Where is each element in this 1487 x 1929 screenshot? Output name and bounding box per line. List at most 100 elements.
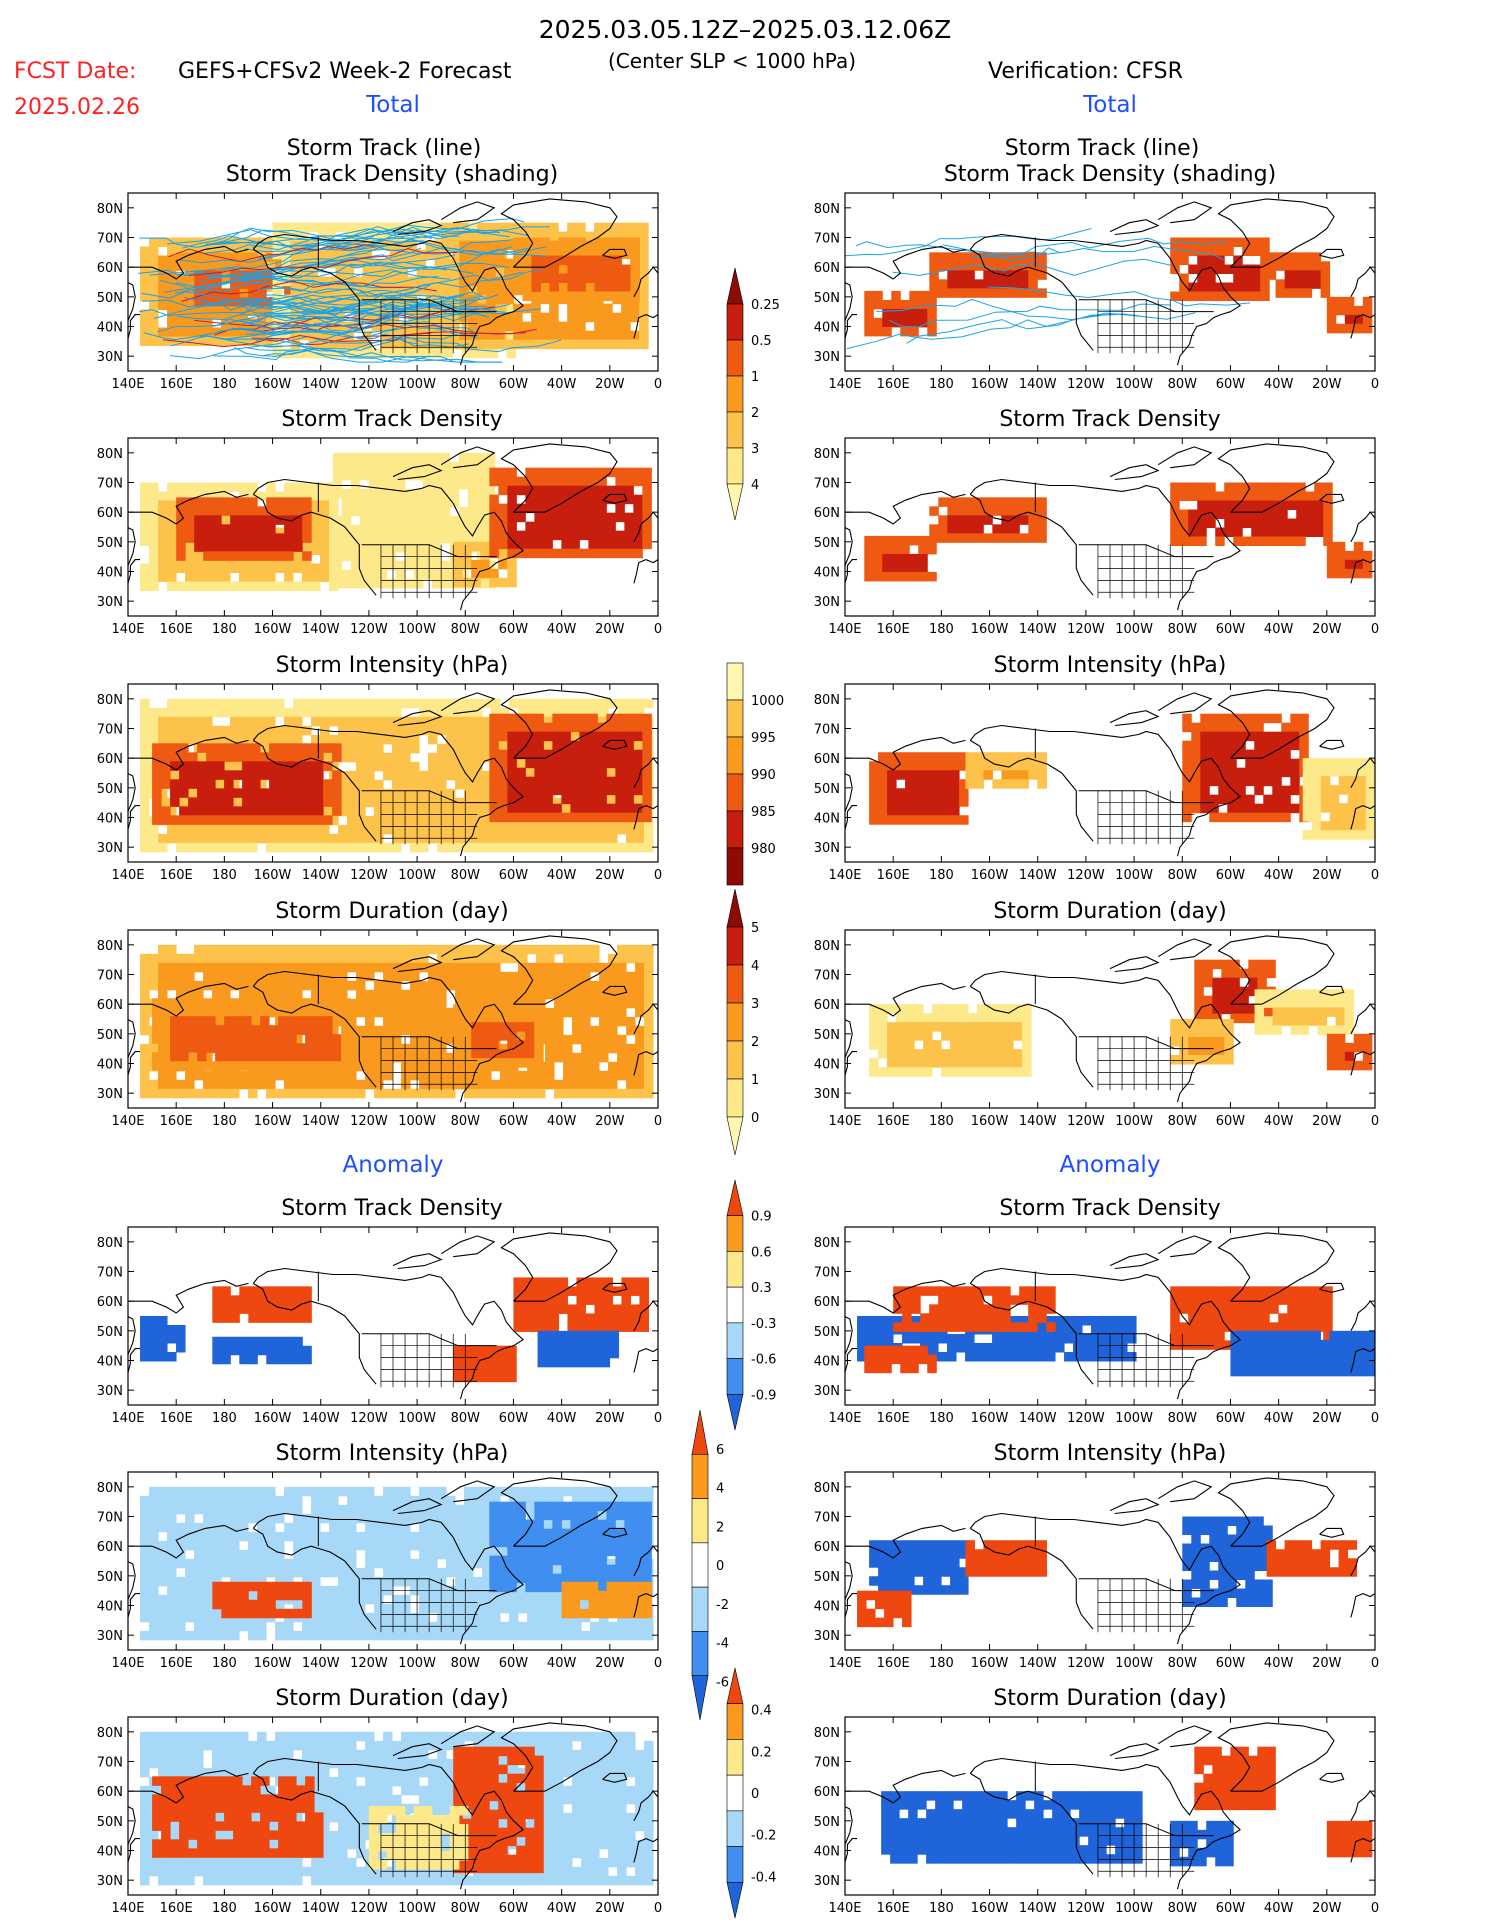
shade-cell — [1278, 528, 1288, 538]
shade-cell — [410, 744, 420, 754]
shade-cell — [140, 825, 150, 835]
shade-cell — [534, 495, 544, 505]
shade-cell — [531, 256, 541, 266]
shade-cell — [914, 752, 924, 762]
shade-cell — [392, 753, 402, 763]
shade-cell — [489, 513, 499, 523]
shade-cell — [570, 813, 580, 823]
shade-cell — [329, 972, 339, 982]
shade-cell — [383, 954, 393, 964]
shade-cell — [320, 954, 330, 964]
shade-cell — [914, 806, 924, 816]
shade-cell — [320, 963, 330, 973]
shade-cell — [633, 750, 643, 760]
shade-cell — [1314, 483, 1324, 493]
shade-cell — [561, 732, 571, 742]
shade-cell — [905, 815, 915, 825]
shade-cell — [230, 762, 240, 772]
shade-cell — [230, 497, 240, 507]
shade-cell — [1327, 551, 1337, 561]
shade-cell — [624, 723, 634, 733]
shade-cell — [347, 945, 357, 955]
shade-cell — [266, 564, 276, 574]
shade-cell — [1200, 723, 1210, 733]
shade-cell — [563, 972, 573, 982]
shade-cell — [284, 825, 294, 835]
shade-cell — [1182, 813, 1192, 823]
shade-cell — [552, 732, 562, 742]
shade-cell — [606, 549, 616, 559]
x-tick-label: 20W — [1312, 622, 1342, 637]
shade-cell — [296, 779, 306, 789]
shade-cell — [552, 786, 562, 796]
shade-cell — [572, 1017, 582, 1026]
shade-cell — [1254, 813, 1264, 823]
shade-cell — [311, 963, 321, 973]
shade-cell — [428, 972, 438, 982]
shade-cell — [342, 462, 352, 472]
shade-cell — [932, 752, 942, 762]
shade-cell — [347, 963, 357, 973]
shade-cell — [590, 945, 600, 955]
shade-cell — [311, 972, 321, 982]
shade-cell — [1312, 279, 1322, 289]
shade-cell — [1339, 812, 1349, 822]
shade-cell — [642, 522, 652, 532]
shade-cell — [383, 735, 393, 745]
shade-cell — [327, 223, 337, 233]
shade-cell — [360, 489, 370, 499]
shade-cell — [909, 563, 919, 573]
shade-cell — [624, 813, 634, 823]
shade-cell — [378, 570, 388, 580]
shade-cell — [305, 761, 315, 771]
shade-cell — [635, 990, 645, 1000]
shade-cell — [1227, 813, 1237, 823]
shade-cell — [543, 732, 553, 742]
shade-cell — [1227, 741, 1237, 751]
shade-cell — [329, 990, 339, 1000]
shade-cell — [215, 761, 225, 771]
shade-cell — [864, 563, 874, 573]
shade-cell — [938, 524, 948, 534]
shade-cell — [320, 708, 330, 718]
shade-cell — [909, 309, 919, 319]
shade-cell — [1010, 261, 1020, 271]
shade-cell — [491, 981, 501, 991]
shade-cell — [597, 732, 607, 742]
shade-cell — [455, 972, 465, 982]
shade-cell — [428, 945, 438, 955]
shade-cell — [446, 771, 456, 781]
shade-cell — [588, 540, 598, 550]
shade-cell — [644, 945, 654, 955]
shade-cell — [1245, 723, 1255, 733]
shade-cell — [642, 777, 652, 787]
shade-cell — [140, 981, 150, 991]
shade-cell — [221, 834, 231, 844]
shade-cell — [594, 331, 604, 341]
shade-cell — [468, 462, 478, 472]
shade-cell — [509, 834, 518, 844]
shade-cell — [588, 768, 598, 778]
shade-cell — [329, 945, 339, 955]
shade-cell — [296, 797, 306, 807]
shade-cell — [579, 750, 589, 760]
shade-cell — [356, 726, 366, 736]
shade-cell — [624, 549, 634, 559]
shade-cell — [257, 573, 267, 583]
shade-cell — [284, 564, 294, 574]
shade-cell — [1179, 483, 1189, 493]
y-tick-label: 50N — [97, 291, 123, 306]
shade-cell — [468, 507, 478, 517]
shade-cell — [140, 753, 150, 763]
shade-cell — [639, 331, 649, 341]
shade-cell — [437, 771, 447, 781]
shade-cell — [1019, 497, 1028, 507]
shade-cell — [534, 759, 544, 769]
shade-cell — [248, 573, 258, 583]
shade-cell — [296, 761, 306, 771]
shade-cell — [140, 726, 150, 736]
shade-cell — [275, 963, 285, 973]
shade-cell — [1242, 501, 1252, 511]
shade-cell — [561, 786, 571, 796]
